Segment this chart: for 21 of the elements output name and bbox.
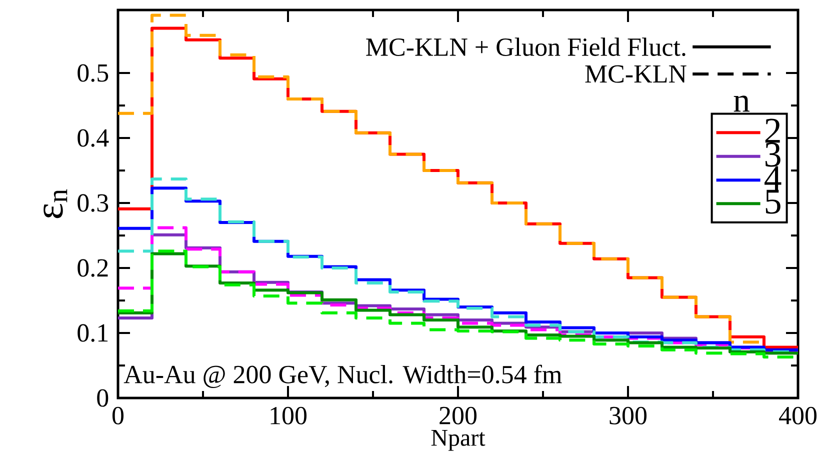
x-tick-label: 200 <box>440 406 477 424</box>
x-tick-label: 300 <box>610 406 647 424</box>
y-tick-label: 0.1 <box>78 324 108 342</box>
legend-title: n <box>734 96 750 112</box>
y-tick-label: 0.2 <box>78 259 108 277</box>
y-tick-label: 0.5 <box>78 64 108 82</box>
legend-label: 4 <box>764 166 782 190</box>
annotation: MC-KLN <box>585 65 686 83</box>
legend-label: 3 <box>766 142 780 167</box>
y-tick-label: 0.3 <box>78 194 108 212</box>
legend-label: 5 <box>766 190 780 214</box>
annotation: MC-KLN + Gluon Field Fluct. <box>366 38 686 56</box>
annotation: Au-Au @ 200 GeV, Nucl. Width=0.54 fm <box>124 364 562 388</box>
y-tick-label: 0 <box>97 389 108 407</box>
x-tick-label: 0 <box>112 406 124 424</box>
x-tick-label: 100 <box>270 406 307 424</box>
x-tick-label: 400 <box>779 406 817 424</box>
y-tick-label: 0.4 <box>78 129 109 147</box>
legend-label: 2 <box>765 118 780 143</box>
x-axis-title: Npart <box>431 430 486 451</box>
y-axis-title: ε$_{n}$ <box>44 189 68 218</box>
